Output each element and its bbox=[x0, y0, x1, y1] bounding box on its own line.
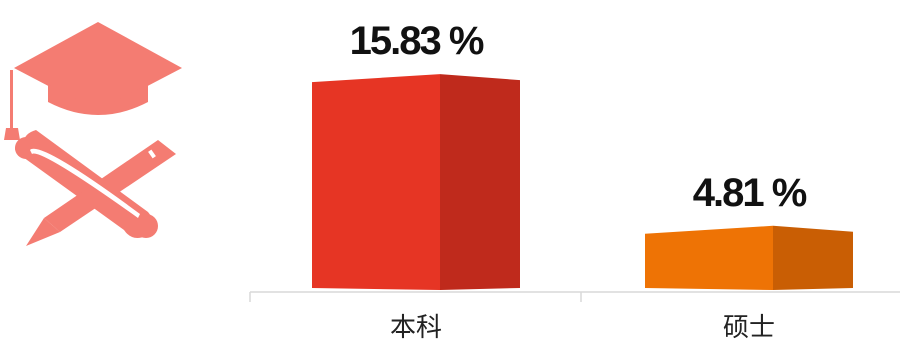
value-label-1: 15.83 % bbox=[350, 19, 484, 63]
value-label-2: 4.81 % bbox=[693, 171, 807, 215]
category-label-2: 硕士 bbox=[723, 313, 775, 343]
bar-side-face bbox=[773, 226, 853, 290]
bar-side-face bbox=[440, 74, 520, 290]
bar-2 bbox=[645, 226, 853, 290]
bar-front-face bbox=[312, 74, 440, 290]
bar-front-face bbox=[645, 226, 773, 290]
category-label-1: 本科 bbox=[390, 313, 442, 343]
bar-1 bbox=[312, 74, 520, 290]
